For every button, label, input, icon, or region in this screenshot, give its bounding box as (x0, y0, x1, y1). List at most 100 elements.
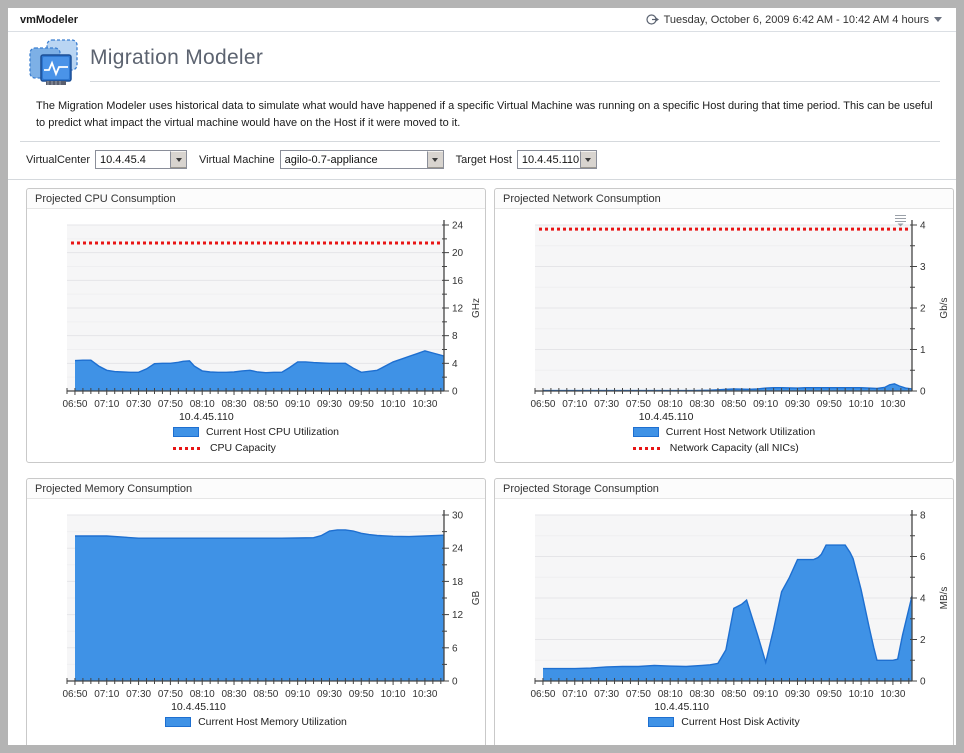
svg-text:09:30: 09:30 (785, 689, 810, 700)
svg-text:08:10: 08:10 (658, 689, 683, 700)
legend-label: Current Host CPU Utilization (205, 426, 340, 438)
svg-text:06:50: 06:50 (62, 689, 87, 700)
host-label: 10.4.45.110 (638, 411, 694, 423)
svg-text:30: 30 (452, 511, 464, 522)
app-title: vmModeler (20, 13, 79, 26)
time-range-selector[interactable]: Tuesday, October 6, 2009 6:42 AM - 10:42… (646, 13, 942, 26)
panel-title: Projected Storage Consumption (495, 479, 953, 499)
svg-text:10:30: 10:30 (412, 689, 437, 700)
virtual-machine-select[interactable]: agilo-0.7-appliance (279, 150, 444, 169)
title-section: Migration Modeler (8, 32, 956, 89)
charts-grid: Projected CPU Consumption 0 4 8 12 16 20 24 06:… (8, 180, 956, 745)
svg-text:07:50: 07:50 (626, 399, 651, 410)
svg-text:08:50: 08:50 (253, 399, 278, 410)
svg-text:10:30: 10:30 (880, 689, 905, 700)
svg-text:10:10: 10:10 (849, 399, 874, 410)
panel-title: Projected CPU Consumption (27, 189, 485, 209)
area-swatch (165, 717, 192, 727)
svg-text:07:50: 07:50 (158, 689, 183, 700)
time-range-label: Tuesday, October 6, 2009 6:42 AM - 10:42… (663, 13, 929, 26)
svg-text:8: 8 (920, 511, 926, 522)
svg-text:6: 6 (452, 643, 458, 654)
chevron-down-icon (432, 157, 439, 162)
svg-text:08:30: 08:30 (222, 689, 247, 700)
dropdown-button[interactable] (170, 151, 186, 168)
svg-text:09:10: 09:10 (753, 689, 778, 700)
svg-text:18: 18 (452, 577, 464, 588)
svg-text:0: 0 (920, 387, 926, 398)
svg-text:GHz: GHz (471, 298, 482, 318)
chart-legend: Current Host Memory Utilization (165, 716, 347, 728)
svg-text:07:50: 07:50 (626, 689, 651, 700)
svg-text:08:30: 08:30 (690, 689, 715, 700)
legend-label: Current Host Memory Utilization (198, 716, 347, 728)
area-swatch (648, 717, 675, 727)
target-host-select[interactable]: 10.4.45.110 (516, 150, 597, 169)
svg-text:09:50: 09:50 (349, 399, 374, 410)
svg-text:09:10: 09:10 (285, 399, 310, 410)
network-chart: 0 1 2 3 4 06:50 07:10 07:30 07:50 08:10 08:30 08:50… (495, 213, 953, 415)
svg-text:0: 0 (920, 677, 926, 688)
network-chart-panel: Projected Network Consumption 0 1 2 3 4 06:50… (494, 188, 954, 463)
cpu-chart-panel: Projected CPU Consumption 0 4 8 12 16 20 24 06:… (26, 188, 486, 463)
svg-text:08:30: 08:30 (222, 399, 247, 410)
legend-label: Network Capacity (all NICs) (669, 442, 799, 454)
svg-text:GB: GB (471, 590, 482, 605)
svg-text:3: 3 (920, 262, 926, 273)
svg-text:10:10: 10:10 (381, 689, 406, 700)
area-swatch (632, 427, 659, 437)
svg-text:09:30: 09:30 (317, 689, 342, 700)
memory-chart-panel: Projected Memory Consumption 0 6 12 18 24 30 0… (26, 478, 486, 745)
panel-title: Projected Memory Consumption (27, 479, 485, 499)
legend-label: Current Host Network Utilization (665, 426, 816, 438)
dropdown-button[interactable] (426, 151, 443, 168)
legend-label: Current Host Disk Activity (681, 716, 800, 728)
svg-text:09:10: 09:10 (753, 399, 778, 410)
dropdown-button[interactable] (579, 151, 596, 168)
svg-text:08:10: 08:10 (190, 689, 215, 700)
controls-row: VirtualCenter 10.4.45.4 Virtual Machine … (8, 142, 956, 180)
host-label: 10.4.45.110 (654, 701, 709, 713)
svg-text:09:30: 09:30 (785, 399, 810, 410)
migration-modeler-icon (29, 39, 78, 85)
memory-chart: 0 6 12 18 24 30 06:50 07:10 07:30 07:50 08:10 08:30… (27, 503, 485, 705)
virtualcenter-value: 10.4.45.4 (100, 154, 146, 166)
svg-text:24: 24 (452, 221, 464, 232)
svg-text:1: 1 (920, 345, 926, 356)
clock-arrow-icon (646, 14, 659, 25)
svg-text:09:50: 09:50 (817, 399, 842, 410)
chart-legend: Current Host Network Utilization Network … (632, 426, 816, 454)
svg-text:07:10: 07:10 (94, 689, 119, 700)
svg-text:07:10: 07:10 (562, 399, 587, 410)
svg-text:08:50: 08:50 (721, 689, 746, 700)
virtualcenter-select[interactable]: 10.4.45.4 (95, 150, 187, 169)
target-host-value: 10.4.45.110 (521, 154, 580, 166)
svg-text:06:50: 06:50 (530, 399, 555, 410)
chevron-down-icon (934, 17, 942, 22)
chevron-down-icon (585, 157, 592, 162)
svg-text:6: 6 (920, 552, 926, 563)
legend-item: Current Host Disk Activity (648, 716, 800, 728)
svg-text:0: 0 (452, 677, 458, 688)
top-bar: vmModeler Tuesday, October 6, 2009 6:42 … (8, 8, 956, 32)
svg-text:07:10: 07:10 (94, 399, 119, 410)
svg-text:0: 0 (452, 387, 458, 398)
svg-text:Gb/s: Gb/s (939, 297, 950, 318)
svg-text:16: 16 (452, 276, 464, 287)
storage-chart: 0 2 4 6 8 06:50 07:10 07:30 07:50 08:10 08:30 08:50… (495, 503, 953, 705)
svg-text:07:30: 07:30 (126, 689, 151, 700)
legend-label: CPU Capacity (209, 442, 276, 454)
page-description: The Migration Modeler uses historical da… (20, 89, 940, 142)
chart-menu-icon[interactable] (894, 214, 907, 227)
legend-item: Current Host Network Utilization (632, 426, 816, 438)
svg-text:07:50: 07:50 (158, 399, 183, 410)
svg-text:2: 2 (920, 635, 926, 646)
svg-text:08:30: 08:30 (690, 399, 715, 410)
area-swatch (172, 427, 199, 437)
svg-text:07:30: 07:30 (594, 399, 619, 410)
svg-text:06:50: 06:50 (530, 689, 555, 700)
svg-text:08:50: 08:50 (721, 399, 746, 410)
legend-item: Current Host Memory Utilization (165, 716, 347, 728)
virtualcenter-label: VirtualCenter (26, 153, 90, 166)
